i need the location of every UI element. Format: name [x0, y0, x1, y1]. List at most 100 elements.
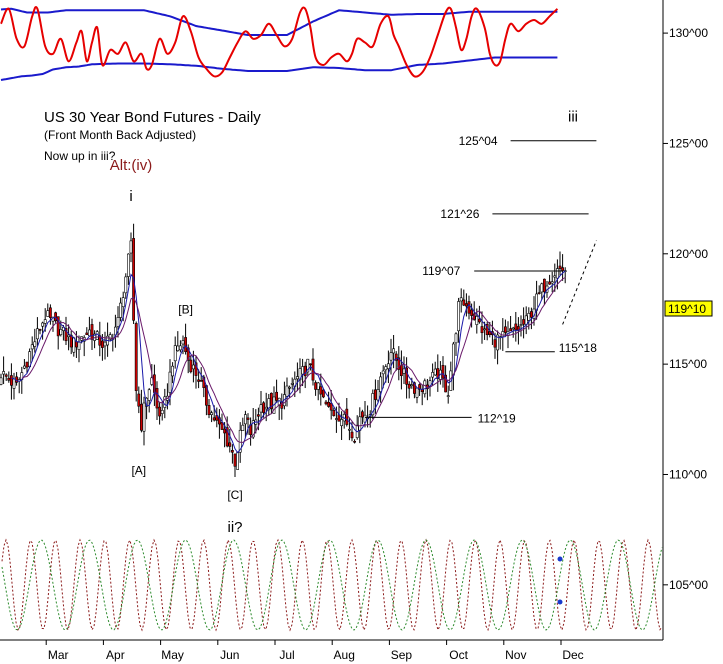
candle-body [360, 411, 364, 418]
candle-body [527, 313, 531, 321]
wave-label: [A] [131, 463, 146, 477]
cycle-line [1, 539, 663, 631]
candle-body [319, 386, 323, 395]
candle-body [215, 415, 219, 421]
candle-body [95, 331, 99, 340]
candle-body [186, 347, 190, 361]
y-tick-label: 115^00 [669, 357, 707, 371]
candle-body [464, 303, 468, 307]
candle-body [210, 412, 214, 415]
moving-averages [11, 270, 566, 454]
candle-body [327, 401, 331, 407]
candle-body [553, 275, 557, 278]
candle-body [10, 375, 13, 386]
candle-body [415, 387, 419, 398]
wave-label: i [129, 188, 132, 205]
candle-body [194, 362, 198, 376]
candle-body [485, 324, 489, 336]
candle-body [394, 353, 398, 361]
x-tick-label: May [161, 648, 184, 662]
level-label: 112^19 [478, 411, 516, 425]
y-tick-label: 130^00 [669, 26, 708, 40]
candle-body [314, 382, 318, 390]
wave-label: [B] [178, 302, 193, 316]
candle-body [220, 422, 224, 430]
candle-body [30, 344, 34, 350]
candle-body [90, 324, 94, 340]
candle-body [158, 406, 162, 417]
candle-body [103, 341, 107, 347]
candle-body [433, 368, 437, 376]
y-tick-label: 105^00 [669, 578, 708, 592]
candle-body [171, 365, 175, 377]
candle-body [334, 418, 338, 420]
candle-body [397, 357, 401, 370]
candle-body [238, 429, 242, 453]
x-tick-label: Jun [220, 648, 239, 662]
candle-body [558, 265, 562, 269]
candle-body [379, 376, 383, 392]
axes: 130^00 125^00 120^00 115^00 110^00 105^00 Mar A… [0, 0, 708, 662]
moving-average-line [11, 270, 566, 454]
candle-body [236, 452, 240, 470]
candle-body [189, 359, 193, 373]
candle-body [212, 417, 216, 421]
cycle-marker-dot [557, 556, 563, 562]
candle-body [241, 424, 245, 431]
candle-body [540, 283, 544, 293]
candle-body [59, 329, 63, 336]
candle-body [228, 442, 232, 447]
candle-body [384, 366, 388, 371]
candle-body [119, 302, 123, 318]
x-tick-label: Mar [48, 648, 69, 662]
candle-body [269, 392, 273, 409]
candle-body [33, 341, 37, 347]
candle-body [308, 363, 312, 366]
candle-body [446, 395, 450, 397]
candle-body [163, 396, 167, 408]
x-tick-label: Apr [106, 648, 125, 662]
candle-body [402, 368, 406, 374]
candle-body [423, 380, 427, 395]
candle-body [233, 453, 237, 467]
candle-body [522, 319, 526, 325]
candle-body [173, 345, 177, 362]
x-tick-label: Dec [562, 648, 583, 662]
candle-body [509, 328, 513, 332]
candle-body [168, 371, 172, 393]
wave-labels: Alt:(iv) i [A] [B] [C] ii? iii [110, 108, 578, 535]
candle-body [225, 427, 229, 447]
level-label: 115^18 [559, 341, 597, 355]
candle-body [54, 312, 58, 322]
candle-body [353, 440, 357, 443]
candle-body [145, 397, 149, 407]
candle-body [548, 281, 552, 285]
candle-body [2, 371, 6, 375]
candle-body [514, 323, 518, 331]
candle-body [77, 341, 81, 350]
candle-body [25, 361, 29, 368]
candle-body [69, 334, 73, 348]
candle-body [244, 414, 247, 425]
candle-body [137, 393, 141, 407]
candle-body [373, 389, 377, 400]
candle-body [386, 363, 390, 369]
candle-body [12, 378, 16, 389]
candle-body [48, 307, 52, 318]
candle-body [493, 339, 497, 348]
candle-body [524, 315, 528, 325]
candle-body [444, 374, 448, 393]
candle-body [480, 326, 484, 334]
x-tick-label: Jul [279, 648, 294, 662]
candle-body [251, 420, 255, 438]
candle-body [561, 267, 565, 271]
candle-body [363, 414, 367, 423]
candle-body [321, 389, 325, 398]
candle-body [475, 316, 479, 325]
candle-body [160, 410, 164, 414]
candle-body [389, 352, 393, 361]
candle-body [431, 372, 435, 378]
candle-body [35, 328, 39, 340]
candle-body [288, 386, 292, 389]
